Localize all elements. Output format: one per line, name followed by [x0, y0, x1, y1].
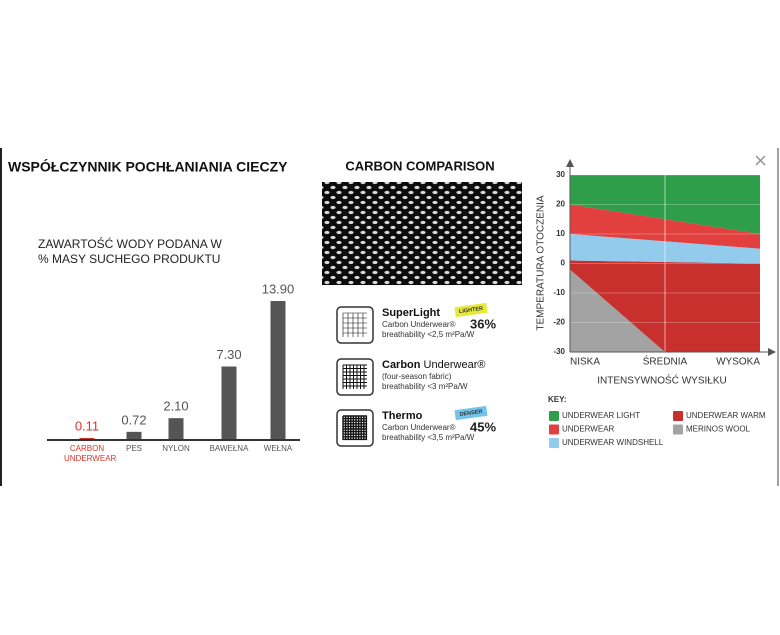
legend-label: UNDERWEAR WARM [686, 411, 766, 420]
y-tick-label: 20 [556, 200, 565, 209]
legend-swatch [549, 424, 559, 435]
legend-swatch [673, 411, 683, 421]
percent: 45% [470, 419, 496, 434]
legend-swatch [549, 438, 559, 448]
y-tick-label: -20 [553, 318, 565, 327]
badge-bg [454, 405, 488, 421]
y-axis-title: TEMPERATURA OTOCZENIA [536, 195, 547, 331]
item-name-bold: Carbon [382, 359, 421, 371]
subtitle: % MASY SUCHEGO PRODUKTU [38, 252, 220, 266]
axis-arrow [768, 348, 776, 356]
swatch-grid [342, 364, 367, 389]
x-tick-label: NYLON [162, 444, 190, 453]
swatch-grid [342, 415, 368, 441]
chart-title: WSPÓŁCZYNNIK POCHŁANIANIA CIECZY [8, 158, 288, 175]
badge-bg [454, 302, 488, 318]
item-name: Carbon Underwear® [382, 359, 485, 371]
x-tick-label: WEŁNA [263, 444, 293, 453]
close-stroke [755, 155, 766, 166]
item-detail: Carbon Underwear® [382, 423, 456, 432]
x-tick-label: BAWEŁNA [209, 444, 249, 453]
value-label: 0.72 [121, 412, 146, 427]
badge-label: DENSER [459, 409, 483, 418]
y-tick-label: 10 [556, 229, 565, 238]
item-detail: breathability <3 m²Pa/W [382, 382, 468, 391]
legend-label: UNDERWEAR WINDSHELL [562, 438, 664, 447]
x-axis-title: INTENSYWNOŚĆ WYSIŁKU [597, 374, 726, 387]
y-tick-label: 30 [556, 170, 565, 179]
badge: LIGHTER [454, 302, 488, 318]
x-tick-label-box: NYLON [162, 444, 190, 453]
x-tick-label: NISKA [570, 357, 600, 368]
bar [221, 366, 237, 439]
swatch-grid [342, 312, 367, 337]
comparison-title: CARBON COMPARISON [345, 158, 494, 173]
item-detail: breathability <3,5 m²Pa/W [382, 433, 475, 442]
fabric-image [322, 182, 522, 285]
item-name-rest: Underwear® [421, 359, 486, 371]
item-name: Thermo [382, 410, 423, 422]
item-detail: breathability <2,5 m²Pa/W [382, 330, 475, 339]
item-name-bold: SuperLight [382, 307, 440, 319]
x-tick-label-box: PES [125, 444, 142, 453]
percent: 36% [470, 316, 496, 331]
item-name: SuperLight [382, 307, 440, 319]
legend-label: UNDERWEAR LIGHT [562, 411, 640, 420]
legend-title: KEY: [548, 395, 567, 404]
value-label: 2.10 [163, 399, 188, 414]
value-label: 7.30 [216, 347, 241, 362]
bar [79, 437, 95, 439]
y-tick-label: -10 [553, 288, 565, 297]
x-tick-label: PES [125, 444, 142, 453]
swatch-frame [336, 306, 374, 344]
y-tick-label: 0 [561, 259, 566, 268]
legend-label: UNDERWEAR [562, 425, 615, 434]
swatch-frame [336, 358, 374, 396]
x-tick-label: CARBON UNDERWEAR [64, 444, 117, 463]
badge-label: LIGHTER [459, 306, 484, 315]
x-tick-label-box: BAWEŁNA [209, 444, 249, 453]
bar [168, 418, 184, 439]
legend-swatch [549, 411, 559, 421]
y-tick-label: -30 [553, 347, 565, 356]
item-detail: (four-season fabric) [382, 372, 452, 381]
area-band [570, 269, 665, 352]
legend-label: MERINOS WOOL [686, 425, 751, 434]
x-tick-label: ŚREDNIA [643, 355, 688, 368]
item-detail: Carbon Underwear® [382, 320, 456, 329]
badge: DENSER [454, 405, 488, 421]
axis-arrow [566, 159, 574, 167]
x-tick-label-box: WEŁNA [263, 444, 293, 453]
value-label: 0.11 [75, 418, 99, 433]
x-tick-label: WYSOKA [716, 357, 760, 368]
item-name-bold: Thermo [382, 410, 423, 422]
value-label: 13.90 [262, 281, 295, 296]
legend-swatch [673, 424, 683, 435]
close-icon[interactable] [755, 155, 766, 166]
bar [126, 431, 142, 439]
bar [270, 301, 286, 439]
x-tick-label-box: CARBON UNDERWEAR [64, 444, 117, 463]
subtitle: ZAWARTOŚĆ WODY PODANA W [38, 236, 222, 251]
